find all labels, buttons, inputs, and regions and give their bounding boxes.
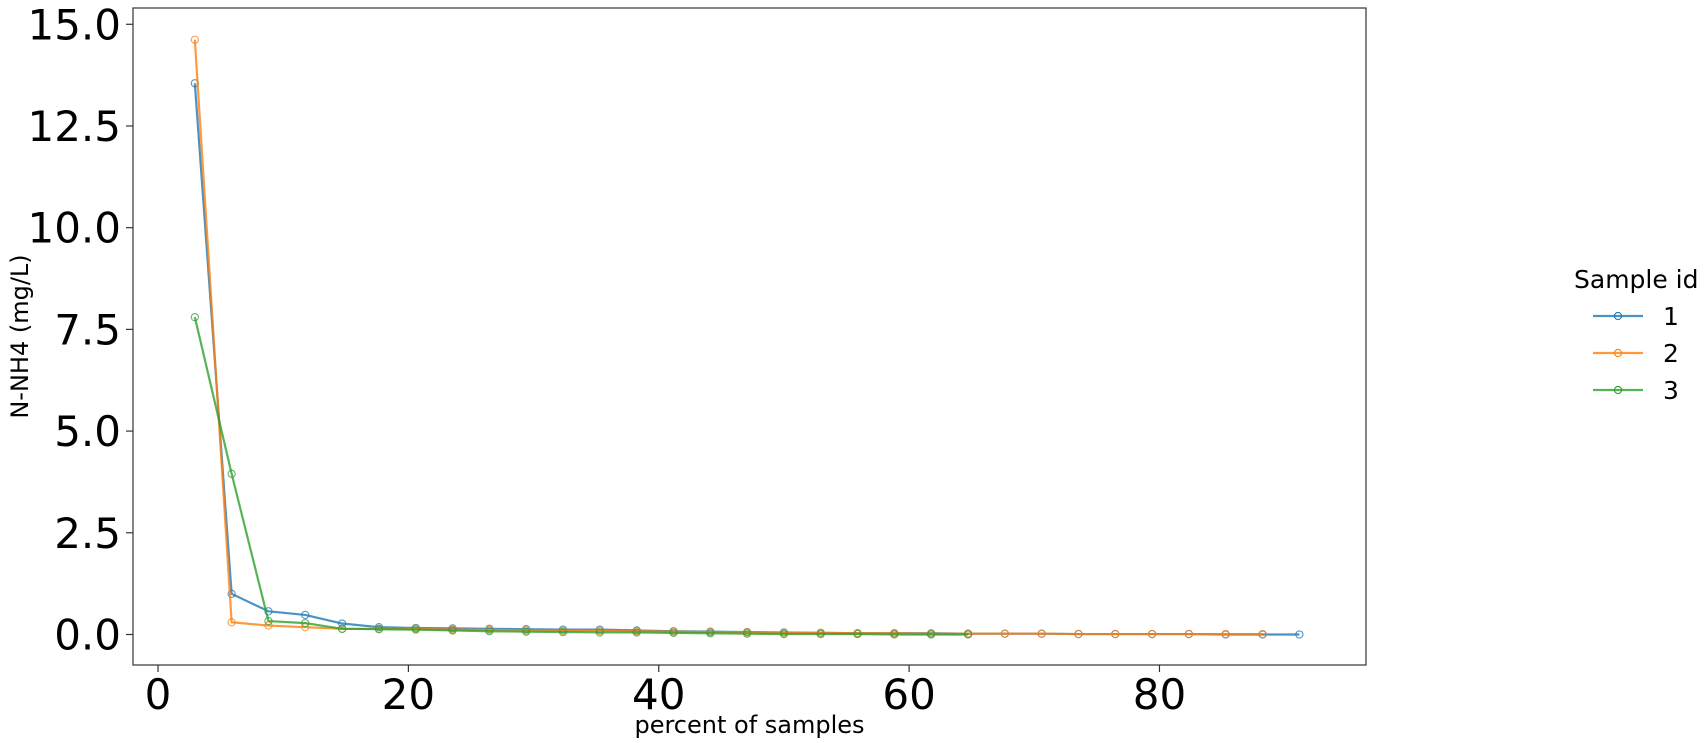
- data-point: [1074, 629, 1083, 639]
- data-point: [706, 629, 715, 638]
- data-point: [374, 625, 384, 634]
- data-point: [1295, 630, 1304, 639]
- data-point: [264, 616, 273, 626]
- legend-swatch-marker: [1613, 385, 1623, 395]
- series-2: [190, 35, 1267, 639]
- x-tick-label: 80: [1133, 670, 1186, 719]
- data-point: [522, 627, 531, 636]
- data-point: [632, 628, 641, 637]
- data-point: [227, 469, 236, 478]
- data-point: [963, 630, 973, 639]
- y-tick-label: 2.5: [54, 509, 121, 558]
- legend-items: 1 2 3: [1593, 302, 1679, 405]
- data-point: [926, 630, 936, 639]
- data-point: [1258, 629, 1267, 639]
- data-point: [816, 629, 825, 639]
- data-point: [669, 628, 678, 638]
- data-point: [411, 625, 420, 634]
- data-point: [485, 627, 494, 636]
- data-point: [1184, 629, 1194, 639]
- x-tick-label: 40: [632, 670, 685, 719]
- plot-frame: [132, 7, 1367, 666]
- data-point: [448, 626, 457, 635]
- y-axis: 0.0 2.5 5.0 7.5 10.0 12.5 15.0: [27, 0, 133, 659]
- series-1: [190, 79, 1304, 639]
- y-tick-label: 12.5: [27, 102, 121, 151]
- data-point: [779, 629, 789, 639]
- data-point: [190, 35, 199, 44]
- legend-item: 1: [1593, 302, 1679, 331]
- legend-swatch-marker: [1613, 311, 1623, 321]
- data-point: [301, 610, 310, 620]
- x-axis-label: percent of samples: [634, 711, 864, 739]
- data-point: [1037, 629, 1046, 638]
- data-point: [558, 627, 568, 637]
- legend-label: 1: [1663, 302, 1679, 331]
- data-point: [1000, 629, 1010, 638]
- y-tick-label: 7.5: [54, 305, 121, 354]
- data-point: [338, 624, 347, 633]
- legend-swatch-marker: [1613, 348, 1623, 358]
- data-point: [1147, 629, 1157, 639]
- data-point: [227, 618, 236, 627]
- x-tick-label: 0: [145, 670, 172, 719]
- data-point: [853, 629, 862, 639]
- legend-label: 2: [1663, 339, 1679, 368]
- legend-title: Sample id: [1574, 265, 1699, 294]
- plot-area: 0 20 40 60 80 0.0 2.5 5.0 7.5 10.0 12.5 15.0: [27, 0, 1367, 719]
- data-point: [1111, 629, 1120, 639]
- x-tick-label: 60: [882, 670, 935, 719]
- x-tick-label: 20: [382, 670, 435, 719]
- data-point: [1221, 629, 1230, 639]
- data-point: [190, 313, 199, 322]
- y-axis-label: N-NH4 (mg/L): [6, 254, 34, 418]
- legend-item: 3: [1593, 376, 1679, 405]
- y-tick-label: 15.0: [27, 0, 121, 49]
- data-point: [301, 618, 310, 628]
- legend-label: 3: [1663, 376, 1679, 405]
- data-point: [227, 589, 236, 598]
- x-axis: 0 20 40 60 80: [145, 665, 1186, 719]
- series-line: [193, 83, 1300, 636]
- series-line: [193, 39, 1263, 636]
- y-tick-label: 0.0: [54, 610, 121, 659]
- data-point: [264, 607, 273, 616]
- data-point: [742, 629, 752, 638]
- series-3: [190, 313, 973, 639]
- series-group: [190, 35, 1304, 639]
- legend: Sample id 1 2 3: [1574, 265, 1699, 405]
- y-tick-label: 10.0: [27, 204, 121, 253]
- data-point: [338, 619, 347, 628]
- data-point: [595, 628, 604, 637]
- legend-item: 2: [1593, 339, 1679, 368]
- series-line: [193, 316, 969, 636]
- y-tick-label: 5.0: [54, 407, 121, 456]
- data-point: [890, 630, 899, 639]
